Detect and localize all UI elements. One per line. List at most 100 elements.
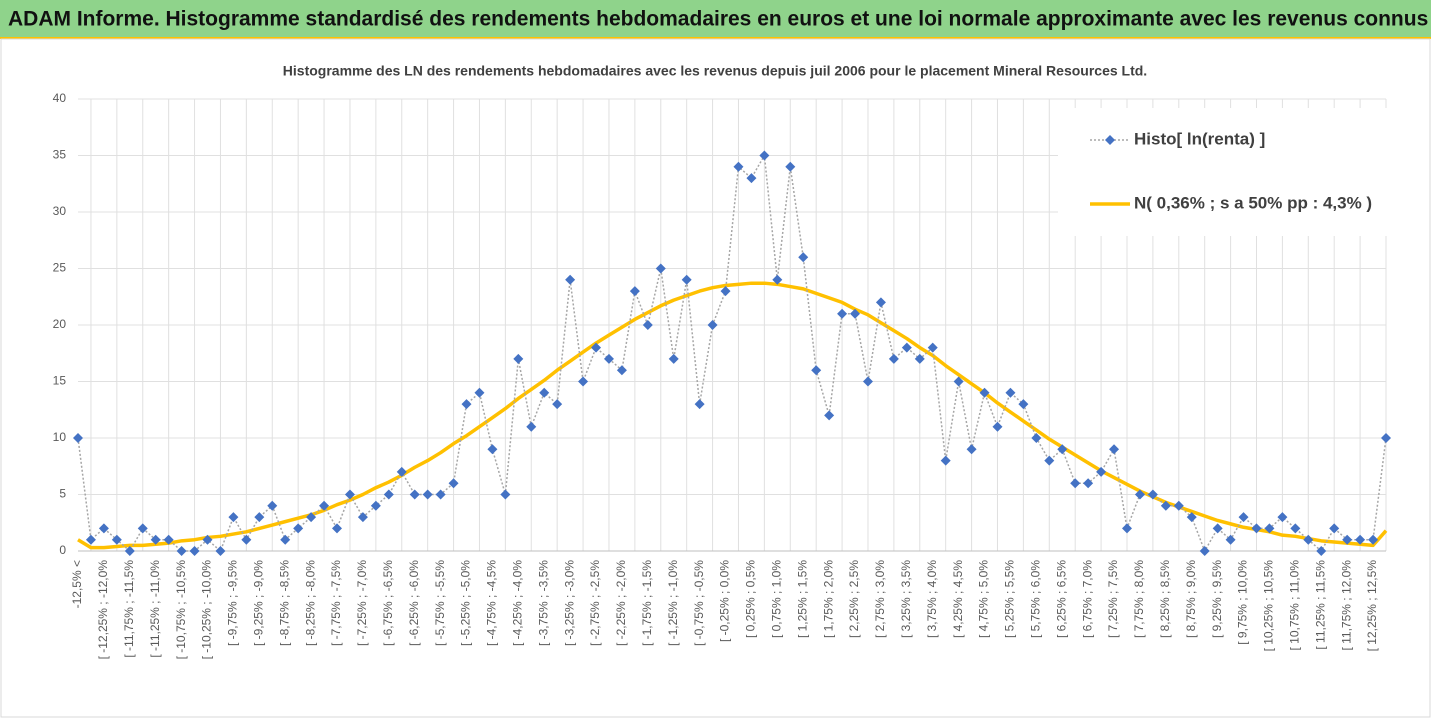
data-point (1160, 500, 1171, 511)
x-tick-label: [ -10,25% ; -10,0% (200, 560, 214, 660)
data-point (1044, 455, 1055, 466)
y-tick-label: 20 (53, 317, 67, 331)
legend-box (1058, 108, 1390, 236)
data-point (487, 444, 498, 455)
data-point (875, 297, 886, 308)
data-point (1316, 546, 1327, 556)
data-point (694, 399, 705, 410)
x-tick-label: [ 10,25% ; 10,5% (1262, 560, 1276, 652)
data-point (681, 274, 692, 285)
x-tick-label: [ -7,25% ; -7,0% (355, 560, 369, 646)
chart-title: Histogramme des LN des rendements hebdom… (283, 63, 1147, 79)
data-point (1057, 444, 1068, 455)
x-tick-label: [ 6,25% ; 6,5% (1054, 560, 1068, 638)
data-point (370, 500, 381, 511)
x-tick-label: [ 9,75% ; 10,0% (1236, 560, 1250, 645)
data-point (1212, 523, 1223, 534)
x-tick-label: [ -2,25% ; -2,0% (614, 560, 628, 646)
legend-label: Histo[ ln(renta) ] (1134, 129, 1265, 148)
data-point (241, 534, 252, 545)
x-tick-label: [ -9,25% ; -9,0% (251, 560, 265, 646)
data-point (474, 387, 485, 398)
data-point (267, 500, 278, 511)
data-point (759, 150, 770, 161)
page-title: ADAM Informe. Histogramme standardisé de… (8, 8, 1431, 31)
data-point (383, 489, 394, 500)
x-tick-label: [ 11,25% ; 11,5% (1313, 560, 1327, 650)
data-point (927, 342, 938, 353)
data-point (1264, 523, 1275, 534)
data-point (98, 523, 109, 534)
data-point (720, 286, 731, 297)
data-point (552, 399, 563, 410)
data-point (837, 308, 848, 319)
data-point (1147, 489, 1158, 500)
data-point (953, 376, 964, 387)
data-point (163, 534, 174, 545)
data-point (513, 353, 524, 364)
x-tick-label: [ 7,25% ; 7,5% (1106, 560, 1120, 638)
x-tick-label: [ -4,25% ; -4,0% (510, 560, 524, 646)
data-point (254, 512, 265, 523)
data-point (1018, 399, 1029, 410)
x-tick-label: [ -3,25% ; -3,0% (562, 560, 576, 646)
data-point (591, 342, 602, 353)
data-point (396, 466, 407, 477)
legend-label: N( 0,36% ; s a 50% pp : 4,3% ) (1134, 193, 1372, 212)
x-tick-label: [ -5,75% ; -5,5% (433, 560, 447, 646)
legend-marker (1105, 135, 1115, 145)
data-point (578, 376, 589, 387)
data-point (500, 489, 511, 500)
data-point (733, 161, 744, 172)
x-tick-label: [ -1,25% ; -1,0% (666, 560, 680, 646)
x-tick-label: [ 0,25% ; 0,5% (744, 560, 758, 638)
x-tick-label: [ 2,75% ; 3,0% (873, 560, 887, 638)
data-point (539, 387, 550, 398)
x-tick-label: [ 7,75% ; 8,0% (1132, 560, 1146, 638)
x-tick-label: [ -0,25% ; 0,0% (718, 560, 732, 642)
data-point (293, 523, 304, 534)
data-point (344, 489, 355, 500)
data-point (642, 320, 653, 330)
data-point (565, 274, 576, 285)
data-point (176, 546, 187, 556)
x-tick-label: [ 3,75% ; 4,0% (925, 560, 939, 638)
data-point (772, 274, 783, 285)
data-point (616, 365, 627, 376)
data-point (1186, 512, 1197, 523)
data-point (914, 353, 925, 364)
data-point (1225, 534, 1236, 545)
data-point (901, 342, 912, 353)
data-point (1121, 523, 1132, 534)
data-point (435, 489, 446, 500)
x-tick-label: [ 8,25% ; 8,5% (1158, 560, 1172, 638)
data-point (1199, 546, 1210, 556)
x-tick-label: [ -8,25% ; -8,0% (303, 560, 317, 646)
data-point (966, 444, 977, 455)
data-point (655, 263, 666, 274)
x-tick-label: [ -8,75% ; -8,5% (277, 560, 291, 646)
x-tick-label: [ 5,75% ; 6,0% (1029, 560, 1043, 638)
data-point (1368, 534, 1379, 545)
x-tick-label: [ -7,75% ; -7,5% (329, 560, 343, 646)
data-point (824, 410, 835, 421)
title-bar (0, 0, 1431, 38)
y-tick-label: 15 (53, 374, 67, 388)
y-tick-label: 40 (53, 91, 67, 105)
data-point (1342, 534, 1353, 545)
data-point (1381, 433, 1391, 443)
y-tick-label: 35 (53, 148, 67, 162)
x-tick-label: [ -2,75% ; -2,5% (588, 560, 602, 646)
x-tick-label: [ -1,75% ; -1,5% (640, 560, 654, 646)
x-tick-label: [ 1,75% ; 2,0% (821, 560, 835, 638)
y-tick-label: 30 (53, 204, 67, 218)
y-tick-label: 25 (53, 261, 67, 275)
data-point (1238, 512, 1249, 523)
data-point (1083, 478, 1094, 489)
data-point (707, 320, 718, 330)
y-tick-label: 5 (59, 487, 66, 501)
y-tick-label: 10 (53, 430, 67, 444)
data-point (1109, 444, 1120, 455)
x-tick-label: [ -10,75% ; -10,5% (174, 560, 188, 660)
